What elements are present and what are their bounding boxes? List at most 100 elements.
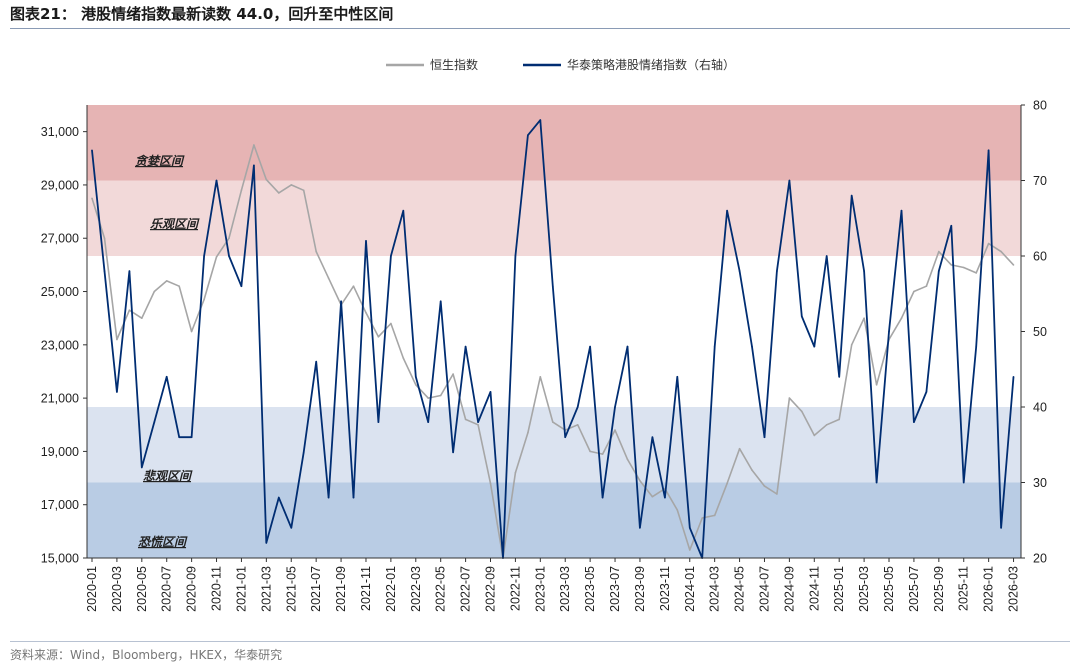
right-tick-label: 40: [1033, 401, 1047, 415]
x-tick-label: 2021-09: [334, 566, 348, 612]
series-hsi-point: [776, 493, 778, 495]
series-sent-point: [240, 285, 243, 288]
series-hsi-point: [116, 338, 118, 341]
series-hsi-point: [165, 280, 168, 282]
series-hsi-point: [215, 256, 218, 258]
series-sent-point: [302, 451, 305, 454]
x-tick-label: 2025-01: [832, 566, 846, 612]
series-hsi-point: [1000, 250, 1002, 253]
series-hsi-point: [315, 250, 318, 253]
series-hsi-point: [601, 453, 604, 455]
series-hsi-point: [103, 237, 106, 239]
series-hsi-point: [527, 432, 529, 434]
series-sent-point: [153, 421, 156, 423]
series-sent-point: [365, 240, 367, 242]
series-hsi-point: [1012, 264, 1015, 266]
series-sent-point: [265, 542, 268, 544]
legend-sentiment-label: 华泰策略港股情绪指数（右轴）: [567, 57, 735, 72]
series-sent-point: [801, 315, 803, 318]
zone-greed-label: 贪婪区间: [135, 154, 185, 168]
left-tick-label: 17,000: [41, 498, 79, 512]
series-sent-point: [987, 149, 990, 152]
series-sent-point: [776, 270, 778, 272]
series-sent-point: [452, 451, 454, 454]
x-tick-label: 2025-03: [857, 566, 871, 612]
series-sent-point: [751, 345, 753, 348]
series-hsi-point: [178, 285, 180, 288]
series-sent-point: [875, 481, 878, 484]
x-tick-label: 2020-03: [110, 566, 124, 612]
series-sent-point: [165, 376, 168, 378]
right-tick-label: 20: [1033, 552, 1047, 566]
series-hsi-point: [689, 549, 691, 551]
series-sent-point: [402, 209, 405, 212]
series-hsi-point: [514, 471, 517, 474]
series-hsi-point: [91, 197, 93, 200]
series-hsi-point: [614, 429, 616, 431]
x-tick-label: 2024-05: [733, 566, 747, 612]
series-hsi-point: [153, 290, 156, 293]
series-hsi-point: [327, 277, 330, 280]
series-hsi-point: [203, 298, 205, 301]
series-sent-point: [925, 391, 928, 393]
left-tick-label: 19,000: [41, 445, 79, 459]
series-sent-point: [552, 285, 554, 288]
series-sent-point: [788, 179, 791, 182]
series-sent-point: [1000, 527, 1002, 529]
series-hsi-point: [489, 482, 492, 485]
series-hsi-point: [900, 317, 903, 320]
x-tick-label: 2023-07: [608, 566, 622, 612]
series-sent-point: [850, 194, 853, 197]
x-tick-label: 2020-07: [160, 566, 174, 612]
series-sent-point: [489, 391, 492, 393]
series-hsi-point: [390, 322, 392, 325]
series-sent-point: [676, 376, 679, 378]
chart-title: 图表21： 港股情绪指数最新读数 44.0，回升至中性区间: [10, 5, 394, 23]
x-tick-label: 2026-03: [1007, 566, 1021, 612]
series-sent-point: [315, 360, 318, 363]
series-hsi-point: [365, 312, 367, 314]
series-sent-point: [128, 270, 131, 272]
right-tick-label: 70: [1033, 174, 1047, 188]
x-tick-label: 2020-05: [135, 566, 149, 612]
series-sent-point: [215, 179, 218, 182]
series-hsi-point: [962, 266, 965, 269]
left-tick-label: 21,000: [41, 392, 79, 406]
series-sent-point: [477, 421, 479, 423]
series-hsi-point: [290, 184, 293, 186]
zone-pessimism-label: 悲观区间: [143, 469, 193, 483]
zone-pessimism: [87, 407, 1021, 483]
series-sent-point: [614, 406, 616, 408]
series-sent-point: [340, 300, 342, 303]
hsi-series: [91, 144, 1015, 559]
series-sent-point: [975, 345, 977, 348]
legend: 恒生指数 华泰策略港股情绪指数（右轴）: [386, 57, 735, 72]
series-hsi-point: [975, 272, 977, 274]
x-tick-label: 2021-05: [284, 566, 298, 612]
x-tick-label: 2024-03: [708, 566, 722, 612]
series-sent-point: [564, 436, 566, 439]
source-divider: [10, 641, 1070, 642]
sentiment-series: [91, 119, 1015, 559]
x-tick-label: 2023-09: [633, 566, 647, 612]
series-sent-point: [514, 255, 517, 257]
x-tick-label: 2022-09: [484, 566, 498, 612]
series-hsi-point: [141, 317, 143, 320]
zone-optimism-label: 乐观区间: [150, 217, 200, 231]
series-hsi-point: [763, 485, 766, 487]
series-hsi-point: [701, 517, 703, 519]
series-sent-point: [651, 436, 654, 439]
series-sent-point: [415, 376, 417, 378]
series-sent-point: [639, 527, 641, 529]
source-note: 资料来源：Wind，Bloomberg，HKEX，华泰研究: [10, 648, 283, 662]
series-hsi-point: [751, 469, 753, 471]
right-tick-label: 50: [1033, 325, 1047, 339]
x-tick-label: 2021-03: [259, 566, 273, 612]
x-tick-label: 2024-09: [782, 566, 796, 612]
x-tick-label: 2025-09: [932, 566, 946, 612]
series-hsi-point: [626, 458, 629, 461]
left-tick-label: 15,000: [41, 552, 79, 566]
series-sent-point: [763, 436, 766, 439]
left-tick-label: 31,000: [41, 125, 79, 139]
series-sent-point: [913, 421, 915, 423]
